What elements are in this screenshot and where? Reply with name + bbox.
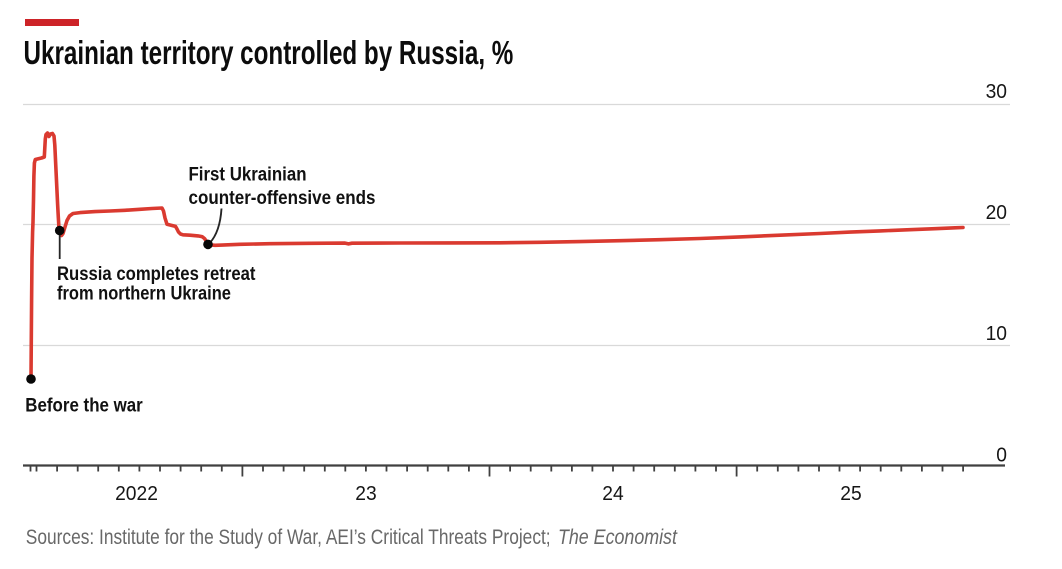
svg-text:25: 25 [840,482,861,505]
svg-text:23: 23 [355,482,376,505]
svg-text:Ukrainian territory controlled: Ukrainian territory controlled by Russia… [24,35,514,71]
svg-text:24: 24 [602,482,623,505]
svg-text:First Ukrainian: First Ukrainian [189,163,307,184]
svg-text:30: 30 [986,80,1007,103]
svg-text:Sources: Institute for the Stu: Sources: Institute for the Study of War,… [26,527,551,550]
svg-text:Before the war: Before the war [25,393,142,415]
svg-text:0: 0 [996,444,1007,467]
svg-text:The Economist: The Economist [558,526,678,550]
svg-text:2022: 2022 [115,482,158,505]
svg-text:counter-offensive ends: counter-offensive ends [189,186,376,208]
svg-text:10: 10 [986,322,1007,345]
svg-text:Russia completes retreat: Russia completes retreat [57,263,255,284]
svg-text:20: 20 [986,201,1007,224]
svg-text:from northern Ukraine: from northern Ukraine [57,282,231,304]
